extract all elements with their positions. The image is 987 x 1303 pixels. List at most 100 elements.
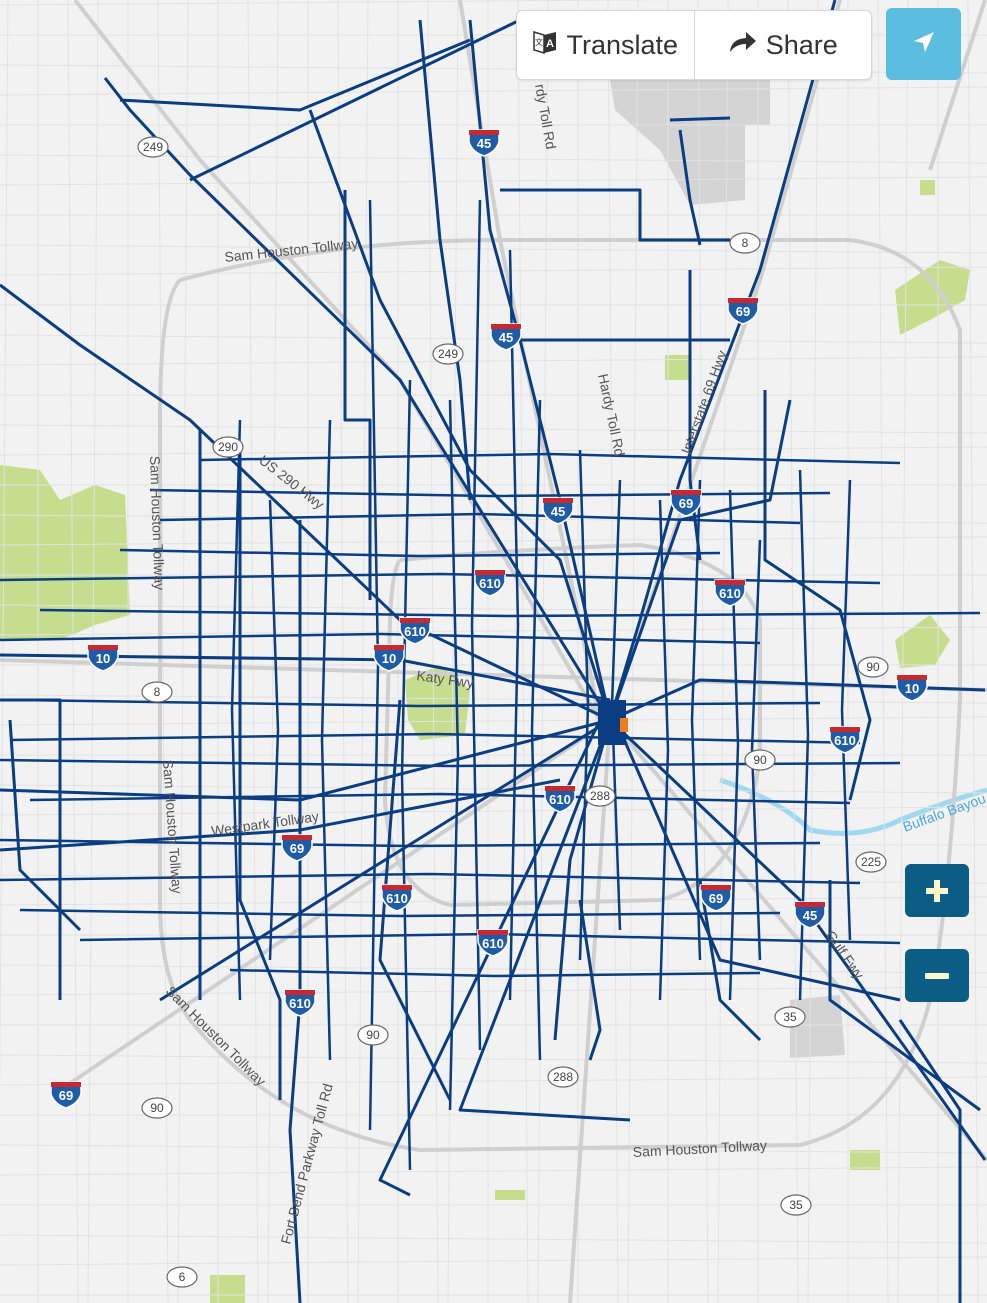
bus-route[interactable]	[149, 488, 831, 498]
bus-route[interactable]	[508, 249, 520, 1001]
bus-route[interactable]	[750, 539, 762, 961]
bus-route[interactable]	[458, 719, 631, 1122]
shield-number: 288	[590, 789, 610, 803]
bus-route[interactable]	[840, 479, 852, 941]
bus-route[interactable]	[0, 283, 611, 722]
street	[0, 1054, 987, 1064]
bus-route[interactable]	[400, 379, 412, 1171]
bus-route[interactable]	[609, 678, 986, 722]
bus-route[interactable]	[500, 188, 730, 242]
park	[895, 615, 950, 668]
bus-route[interactable]	[378, 699, 452, 1101]
share-button[interactable]: Share	[693, 11, 872, 79]
bus-route[interactable]	[39, 608, 981, 618]
shield-number: 610	[386, 891, 408, 906]
bus-route[interactable]	[119, 548, 721, 558]
road-label: US 290 Hwy	[256, 452, 327, 513]
bus-route[interactable]	[189, 18, 521, 182]
bus-route[interactable]	[658, 499, 670, 1001]
bus-route[interactable]	[159, 512, 801, 525]
bus-route[interactable]	[19, 908, 781, 918]
shield-number: 610	[834, 733, 856, 748]
street	[967, 0, 979, 1303]
interstate-shield: 10	[87, 644, 119, 672]
shield-number: 610	[549, 792, 571, 807]
bus-route[interactable]	[618, 729, 901, 1002]
bus-route[interactable]	[320, 419, 332, 1061]
bus-route[interactable]	[308, 109, 612, 721]
bus-route[interactable]	[119, 38, 471, 112]
bus-route[interactable]	[690, 479, 702, 961]
bus-route[interactable]	[268, 499, 280, 961]
highway	[73, 0, 602, 722]
highway-shield: 35	[774, 1006, 806, 1028]
bus-route[interactable]	[828, 880, 981, 1112]
bus-route[interactable]	[229, 968, 761, 978]
street	[0, 154, 987, 164]
shield-number: 90	[753, 753, 767, 767]
shield-number: 69	[679, 496, 693, 511]
bus-route[interactable]	[470, 199, 482, 1051]
svg-text:A: A	[546, 38, 554, 50]
bus-route[interactable]	[238, 450, 282, 1100]
interstate-shield: 610	[477, 929, 509, 957]
bus-route[interactable]	[9, 732, 861, 745]
bus-route[interactable]	[0, 838, 821, 848]
bus-route[interactable]	[378, 719, 602, 1197]
bus-route[interactable]	[608, 0, 837, 721]
street	[337, 0, 349, 1303]
bus-route[interactable]	[578, 449, 590, 961]
street	[0, 604, 987, 614]
street	[0, 514, 987, 524]
bus-route[interactable]	[763, 390, 872, 801]
bus-route[interactable]	[343, 190, 372, 600]
locate-me-button[interactable]	[886, 8, 961, 80]
street	[0, 986, 987, 996]
shield-number: 610	[289, 996, 311, 1011]
bus-route[interactable]	[578, 899, 602, 1061]
street	[0, 244, 987, 254]
bus-route[interactable]	[530, 399, 542, 1061]
shield-number: 6	[179, 1270, 186, 1284]
zoom-out-button[interactable]	[905, 949, 969, 1002]
street	[697, 0, 709, 1303]
bus-route[interactable]	[608, 718, 987, 1161]
location-arrow-icon	[912, 30, 936, 59]
shield-number: 90	[866, 660, 880, 674]
bus-route[interactable]	[669, 116, 731, 246]
bus-route[interactable]	[553, 719, 612, 1041]
interstate-shield: 45	[542, 497, 574, 525]
street	[67, 0, 79, 1303]
interstate-shield: 610	[714, 579, 746, 607]
bus-route[interactable]	[448, 399, 460, 1111]
bus-route[interactable]	[698, 879, 762, 1042]
bus-route[interactable]	[199, 452, 901, 465]
bus-route[interactable]	[898, 1019, 962, 1303]
street	[0, 1234, 987, 1244]
bus-route[interactable]	[728, 489, 740, 1001]
bus-route[interactable]	[0, 872, 861, 885]
highway	[458, 0, 602, 721]
bus-route[interactable]	[0, 632, 761, 645]
shield-number: 35	[783, 1010, 797, 1024]
bus-route[interactable]	[608, 399, 792, 721]
road-label: rdy Toll Rd	[532, 83, 559, 151]
bus-route[interactable]	[29, 792, 851, 805]
bus-route[interactable]	[418, 19, 472, 501]
street	[0, 176, 987, 186]
street	[0, 626, 987, 636]
street	[537, 0, 549, 1303]
bus-route[interactable]	[8, 719, 82, 932]
street	[0, 0, 679, 6]
interstate-shield: 45	[468, 129, 500, 157]
svg-text:文: 文	[535, 37, 543, 47]
interstate-shield: 10	[896, 674, 928, 702]
park	[895, 260, 970, 335]
shield-number: 45	[803, 908, 817, 923]
zoom-in-button[interactable]	[905, 864, 969, 917]
bus-route[interactable]	[288, 520, 302, 1303]
bus-route[interactable]	[230, 419, 242, 1001]
shield-number: 249	[143, 140, 163, 154]
